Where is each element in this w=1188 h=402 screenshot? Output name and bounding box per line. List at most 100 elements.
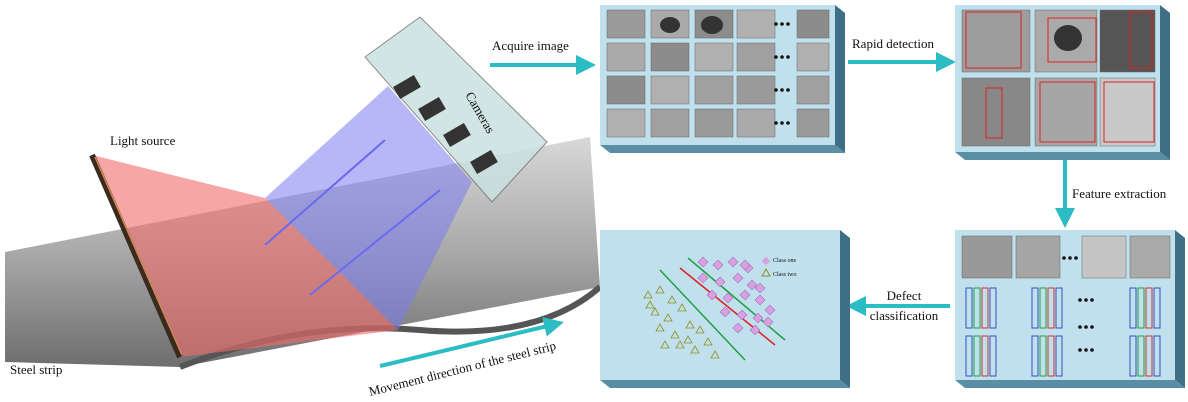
class-two-point bbox=[690, 345, 700, 354]
class-two-point bbox=[645, 300, 655, 309]
ellipsis-dot bbox=[774, 22, 778, 26]
ellipsis-dot bbox=[780, 88, 784, 92]
camera-view bbox=[265, 86, 472, 330]
class-one-point bbox=[736, 309, 748, 321]
image-tile bbox=[796, 42, 830, 72]
class-two-point bbox=[710, 350, 720, 359]
feature-vector bbox=[1129, 287, 1137, 329]
image-tile bbox=[606, 75, 646, 105]
ellipsis-dot bbox=[786, 22, 790, 26]
ellipsis-dot bbox=[1074, 256, 1078, 260]
class-one-point bbox=[754, 294, 766, 306]
class-two-point bbox=[675, 340, 685, 349]
image-tile bbox=[694, 75, 734, 105]
image-tile bbox=[1015, 235, 1061, 279]
defect-box bbox=[1103, 81, 1155, 143]
camera-icons bbox=[393, 74, 498, 175]
ellipsis-dot bbox=[774, 88, 778, 92]
defect-box bbox=[1039, 81, 1096, 143]
image-tile bbox=[1099, 9, 1156, 73]
class-one-point bbox=[739, 289, 751, 301]
feature-vector bbox=[1055, 287, 1063, 329]
ellipsis-dot bbox=[786, 55, 790, 59]
ray bbox=[264, 139, 386, 246]
feature-vector bbox=[1031, 335, 1039, 377]
image-tile bbox=[650, 108, 690, 138]
ellipsis-dot bbox=[786, 121, 790, 125]
class-one-point bbox=[732, 322, 744, 334]
class-two-point bbox=[683, 335, 693, 344]
feature-vector bbox=[973, 335, 981, 377]
ellipsis-dot bbox=[1084, 298, 1088, 302]
feature-vector bbox=[1055, 335, 1063, 377]
image-tile bbox=[736, 108, 776, 138]
class-two-point bbox=[660, 340, 670, 349]
class-two-point bbox=[643, 290, 653, 299]
class-two-point bbox=[670, 330, 680, 339]
feature-vector bbox=[1039, 287, 1047, 329]
feature-vector bbox=[1137, 287, 1145, 329]
boundary bbox=[679, 267, 776, 346]
class-one-point bbox=[749, 324, 761, 336]
acquire-label: Acquire image bbox=[492, 38, 569, 53]
ray bbox=[309, 189, 441, 296]
ellipsis-dot bbox=[1090, 325, 1094, 329]
image-tile bbox=[1034, 77, 1098, 147]
feature-vector bbox=[1137, 335, 1145, 377]
ellipsis-dot bbox=[780, 55, 784, 59]
camera-box bbox=[364, 16, 548, 203]
image-tile bbox=[736, 42, 776, 72]
panel-side bbox=[835, 5, 845, 153]
boundary bbox=[659, 269, 746, 361]
movement-arrow bbox=[379, 316, 564, 368]
image-tile bbox=[1099, 77, 1156, 147]
image-tile bbox=[1081, 235, 1127, 279]
class-one-point bbox=[739, 259, 751, 271]
legend-label: Class one bbox=[773, 258, 797, 264]
ellipsis-dot bbox=[1068, 256, 1072, 260]
feature-vector bbox=[989, 335, 997, 377]
legend-label: Class two bbox=[773, 272, 797, 278]
panel-bottom bbox=[600, 380, 850, 388]
steel-strip-label: Steel strip bbox=[10, 362, 62, 377]
class-one-point bbox=[752, 312, 764, 324]
class-one-point bbox=[719, 306, 731, 318]
feature-vector bbox=[1047, 335, 1055, 377]
feature-vector bbox=[1145, 287, 1153, 329]
panel-side bbox=[1175, 230, 1185, 388]
panel-bottom bbox=[600, 145, 845, 153]
image-tile bbox=[796, 9, 830, 39]
feature-vector bbox=[1129, 335, 1137, 377]
feature-vector bbox=[1039, 335, 1047, 377]
feature-vector bbox=[965, 335, 973, 377]
light-rod-glow bbox=[94, 156, 183, 356]
class-one-point bbox=[746, 279, 758, 291]
class-two-point bbox=[663, 313, 673, 322]
ellipsis-dot bbox=[1090, 298, 1094, 302]
image-tile bbox=[796, 108, 830, 138]
legend-marker bbox=[761, 267, 771, 277]
defect-box bbox=[1129, 11, 1153, 69]
image-tile bbox=[796, 75, 830, 105]
ellipsis-dot bbox=[786, 88, 790, 92]
feature-vector bbox=[1047, 287, 1055, 329]
panel-bottom bbox=[955, 152, 1170, 160]
class-one-point bbox=[754, 282, 766, 294]
feature-vector bbox=[981, 287, 989, 329]
class-one-point bbox=[712, 259, 724, 271]
class-one-point bbox=[727, 256, 739, 268]
class-one-point bbox=[722, 292, 734, 304]
light-rod bbox=[89, 153, 183, 359]
ellipsis-dot bbox=[774, 55, 778, 59]
defect-label: classification bbox=[870, 308, 939, 323]
image-tile bbox=[606, 108, 646, 138]
image-tile bbox=[736, 9, 776, 39]
ellipsis-dot bbox=[1078, 348, 1082, 352]
ellipsis-dot bbox=[1090, 348, 1094, 352]
panel-bottom bbox=[955, 380, 1185, 388]
class-one-point bbox=[764, 304, 776, 316]
image-tile bbox=[1129, 235, 1171, 279]
ellipsis-dot bbox=[1078, 325, 1082, 329]
class-two-point bbox=[685, 320, 695, 329]
image-tile bbox=[736, 75, 776, 105]
